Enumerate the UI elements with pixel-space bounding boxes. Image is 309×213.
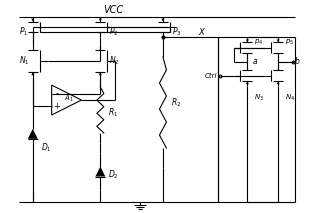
Text: b: b <box>295 57 300 66</box>
Text: Ctrl: Ctrl <box>205 73 218 79</box>
Text: $R_2$: $R_2$ <box>171 97 181 109</box>
Text: $p_4$: $p_4$ <box>254 38 264 47</box>
Text: $D_2$: $D_2$ <box>108 168 119 181</box>
Polygon shape <box>162 19 164 22</box>
Text: $N_2$: $N_2$ <box>109 54 120 66</box>
Text: a: a <box>252 57 257 66</box>
Text: $A_1$: $A_1$ <box>64 94 74 104</box>
Text: -: - <box>55 89 58 98</box>
Polygon shape <box>95 167 105 177</box>
Text: $N_3$: $N_3$ <box>254 93 264 103</box>
Polygon shape <box>31 19 34 22</box>
Text: +: + <box>53 102 60 111</box>
Text: $N_4$: $N_4$ <box>285 93 295 103</box>
Text: $R_1$: $R_1$ <box>108 107 118 119</box>
Polygon shape <box>99 72 102 75</box>
Text: $N_1$: $N_1$ <box>19 54 29 66</box>
Polygon shape <box>246 39 249 42</box>
Polygon shape <box>277 81 280 84</box>
Text: $P_3$: $P_3$ <box>172 25 181 38</box>
Text: $P_1$: $P_1$ <box>19 25 28 38</box>
Polygon shape <box>99 19 102 22</box>
Text: $P_2$: $P_2$ <box>109 25 119 38</box>
Text: X: X <box>199 28 205 37</box>
Text: $p_5$: $p_5$ <box>285 38 294 47</box>
Polygon shape <box>277 39 280 42</box>
Text: $D_1$: $D_1$ <box>41 141 52 154</box>
Polygon shape <box>28 129 38 139</box>
Polygon shape <box>52 85 82 115</box>
Polygon shape <box>31 72 34 75</box>
Polygon shape <box>246 81 249 84</box>
Text: VCC: VCC <box>103 5 123 15</box>
